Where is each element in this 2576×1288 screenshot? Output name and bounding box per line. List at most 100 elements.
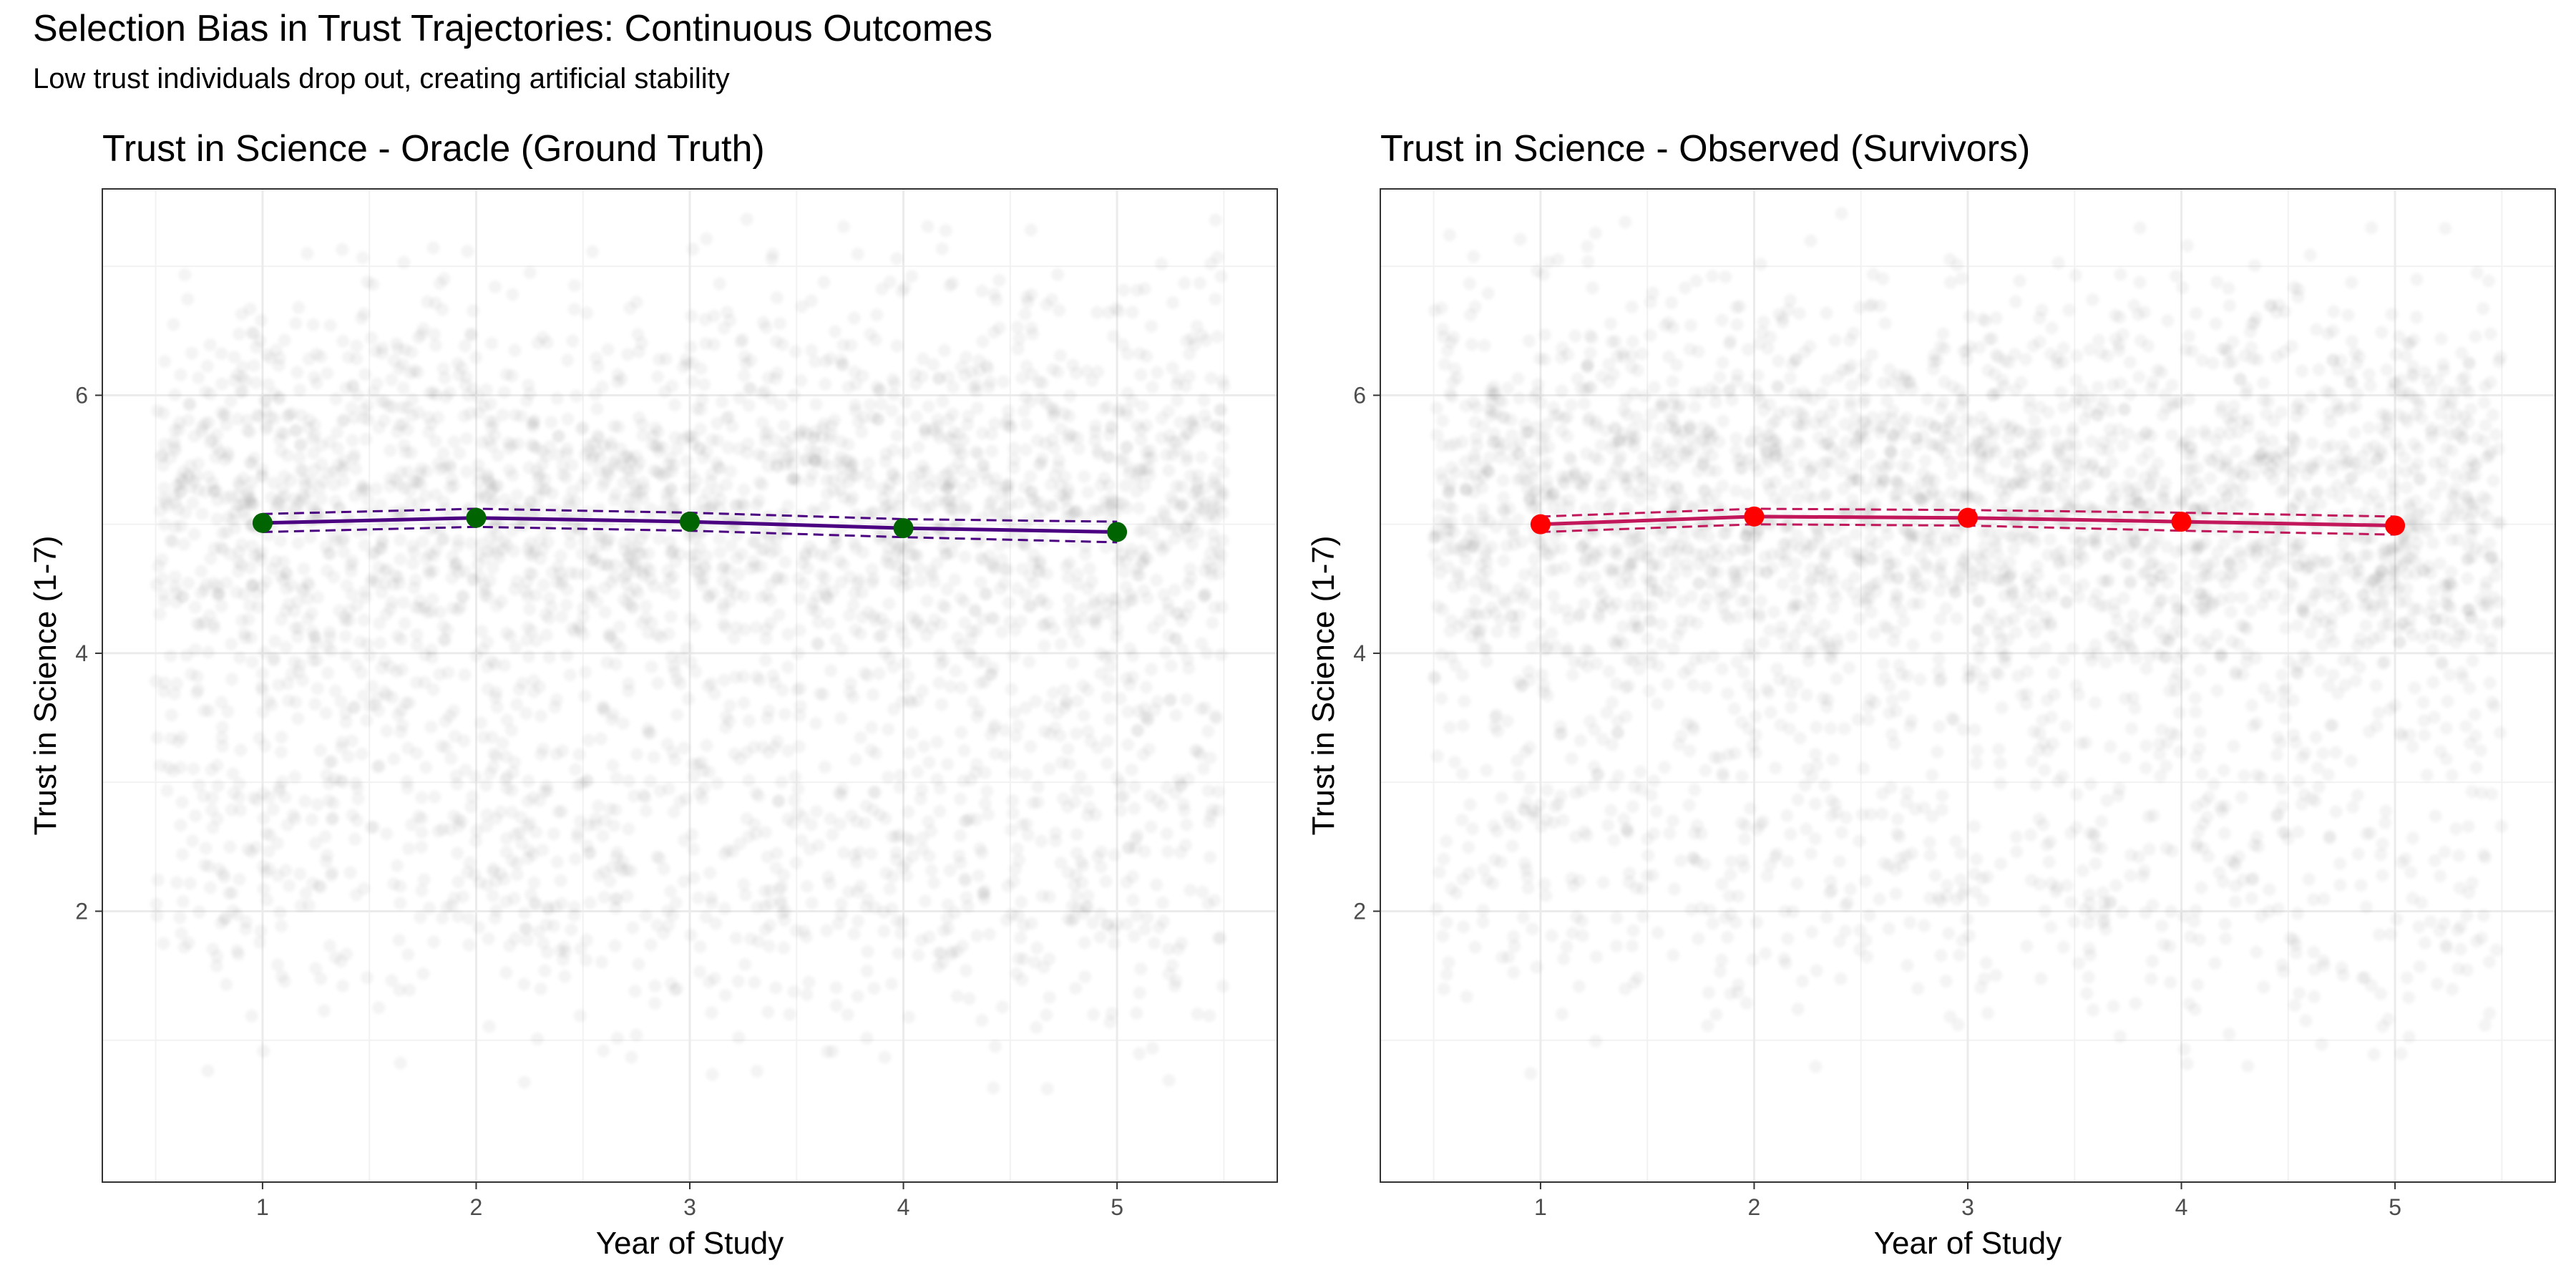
raw-point	[186, 497, 200, 510]
raw-point	[1097, 402, 1111, 416]
raw-point	[1477, 863, 1491, 877]
raw-point	[1060, 697, 1073, 711]
raw-point	[1558, 561, 1571, 575]
raw-point	[249, 841, 263, 854]
raw-point	[1859, 358, 1872, 371]
raw-point	[1560, 940, 1574, 953]
raw-point	[424, 386, 436, 400]
raw-point	[1128, 801, 1141, 815]
raw-point	[733, 391, 746, 405]
raw-point	[336, 334, 350, 348]
raw-point	[698, 313, 712, 326]
raw-point	[245, 1009, 258, 1023]
raw-point	[423, 902, 436, 915]
raw-point	[201, 1064, 215, 1078]
raw-point	[970, 710, 984, 723]
raw-point	[2033, 311, 2046, 325]
raw-point	[273, 906, 287, 919]
raw-point	[482, 1020, 496, 1033]
raw-point	[560, 649, 574, 663]
raw-point	[1524, 1067, 1538, 1080]
raw-point	[774, 399, 788, 412]
raw-point	[609, 803, 623, 816]
raw-point	[1461, 467, 1475, 481]
raw-point	[1449, 659, 1463, 673]
raw-point	[1688, 400, 1702, 414]
raw-point	[1070, 783, 1083, 796]
raw-point	[1527, 391, 1541, 404]
raw-point	[1442, 500, 1455, 514]
raw-point	[873, 808, 887, 821]
raw-point	[1545, 627, 1558, 640]
raw-point	[347, 452, 361, 465]
raw-point	[512, 437, 525, 451]
raw-point	[396, 381, 410, 395]
raw-point	[231, 412, 245, 426]
raw-point	[898, 446, 912, 459]
raw-point	[429, 338, 442, 352]
raw-point	[809, 455, 822, 469]
raw-point	[1833, 935, 1846, 948]
raw-point	[821, 487, 834, 501]
raw-point	[988, 416, 1002, 430]
raw-point	[494, 805, 507, 819]
raw-point	[462, 938, 476, 952]
raw-point	[724, 465, 737, 478]
raw-point	[705, 467, 718, 481]
raw-point	[743, 382, 757, 396]
raw-point	[806, 597, 819, 610]
raw-point	[1791, 1002, 1805, 1016]
raw-point	[741, 446, 754, 459]
raw-point	[1180, 449, 1194, 463]
raw-point	[983, 375, 997, 389]
raw-point	[804, 294, 818, 308]
raw-point	[1133, 347, 1146, 360]
raw-point	[1780, 537, 1793, 550]
raw-point	[742, 399, 756, 412]
raw-point	[972, 354, 986, 367]
raw-point	[1939, 602, 1953, 615]
raw-point	[680, 454, 693, 467]
raw-point	[1163, 429, 1176, 442]
raw-point	[1479, 581, 1493, 595]
x-tick-label: 3	[683, 1194, 696, 1220]
raw-point	[577, 610, 590, 624]
raw-point	[202, 416, 215, 429]
raw-point	[365, 331, 378, 345]
raw-point	[235, 537, 248, 551]
raw-point	[1775, 627, 1788, 640]
raw-point	[406, 409, 419, 422]
raw-point	[1680, 544, 1694, 557]
raw-point	[608, 570, 621, 584]
raw-point	[864, 847, 878, 861]
raw-point	[937, 469, 951, 482]
raw-point	[1578, 825, 1591, 839]
raw-point	[1736, 854, 1749, 867]
raw-point	[1704, 381, 1717, 395]
raw-point	[1626, 924, 1640, 937]
raw-point	[1622, 653, 1636, 666]
raw-point	[1617, 351, 1630, 364]
raw-point	[766, 669, 780, 683]
raw-point	[343, 613, 356, 627]
raw-point	[278, 469, 291, 483]
raw-point	[600, 465, 613, 479]
raw-point	[709, 917, 723, 930]
raw-point	[1019, 443, 1033, 457]
raw-point	[372, 1001, 386, 1015]
raw-point	[998, 748, 1012, 762]
raw-point	[1112, 304, 1126, 318]
raw-point	[1012, 952, 1025, 965]
raw-point	[1075, 613, 1089, 626]
raw-point	[703, 866, 717, 879]
raw-point	[1065, 429, 1079, 443]
raw-point	[639, 909, 653, 922]
raw-point	[1735, 816, 1748, 830]
raw-point	[1857, 761, 1870, 775]
raw-point	[578, 567, 592, 581]
raw-point	[1461, 513, 1475, 527]
raw-point	[773, 882, 786, 896]
raw-point	[370, 377, 384, 391]
raw-point	[1506, 453, 1519, 467]
raw-point	[893, 781, 907, 794]
